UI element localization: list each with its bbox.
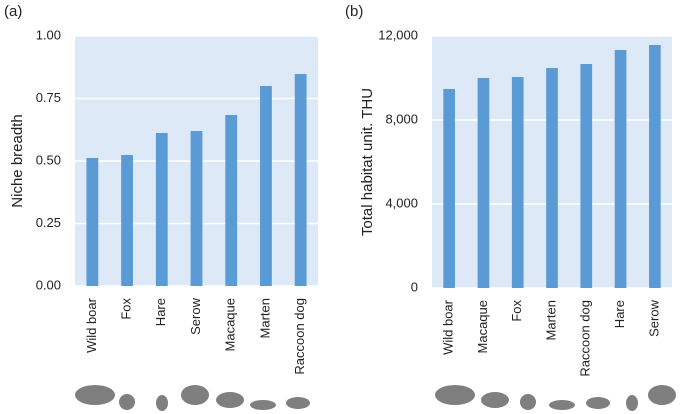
silhouette [626,395,638,411]
bar [190,131,203,286]
y-tick-label: 0.75 [36,90,61,105]
x-tick-label: Wild boar [84,297,99,353]
x-tick-label: Fox [119,298,134,320]
x-tick-label: Macaque [223,298,238,351]
bar [546,68,558,288]
x-tick-label: Wild boar [441,299,456,355]
y-axis-title: Total habitat unit. THU [359,88,376,236]
bar [260,86,272,286]
x-tick-label: Hare [153,298,168,326]
bar [614,50,627,288]
bar [294,74,307,286]
panel-label: (b) [345,3,363,20]
x-tick-label: Raccoon dog [292,298,307,375]
y-tick-label: 12,000 [378,27,418,42]
y-tick-label: 4,000 [385,195,418,210]
y-tick-label: 0.25 [36,215,61,230]
silhouette [181,385,209,405]
y-tick-label: 0.50 [36,152,61,167]
animal-silhouettes-a [75,385,310,411]
silhouette [648,385,676,405]
x-tick-label: Serow [188,297,203,334]
silhouette [520,394,536,410]
bar [649,45,661,288]
y-tick-label: 0.00 [36,277,61,292]
x-tick-label: Hare [612,300,627,328]
x-tick-label: Macaque [475,300,490,353]
x-tick-label: Marten [257,298,272,338]
bar [511,76,524,288]
animal-silhouettes-b [435,385,676,411]
bar [477,78,490,288]
panel-label: (a) [4,3,22,20]
silhouette [216,392,244,408]
bar [225,115,238,286]
silhouette [286,397,310,409]
silhouette [549,400,575,410]
y-tick-label: 1.00 [36,27,61,42]
x-tick-label: Fox [509,300,524,322]
x-tick-label: Serow [646,299,661,336]
silhouette [156,395,168,411]
silhouette [481,392,509,408]
bar [121,155,133,286]
silhouette [75,385,115,405]
silhouette [119,394,135,410]
silhouette [435,385,475,405]
silhouette [250,400,276,410]
y-tick-label: 0 [411,279,418,294]
bar [443,89,455,288]
bar [580,63,593,289]
silhouette [586,397,610,409]
bar [86,158,99,286]
y-tick-label: 8,000 [385,111,418,126]
y-axis-title: Niche breadth [9,114,26,207]
x-tick-label: Raccoon dog [578,300,593,377]
bar [155,133,168,286]
x-tick-label: Marten [543,300,558,340]
